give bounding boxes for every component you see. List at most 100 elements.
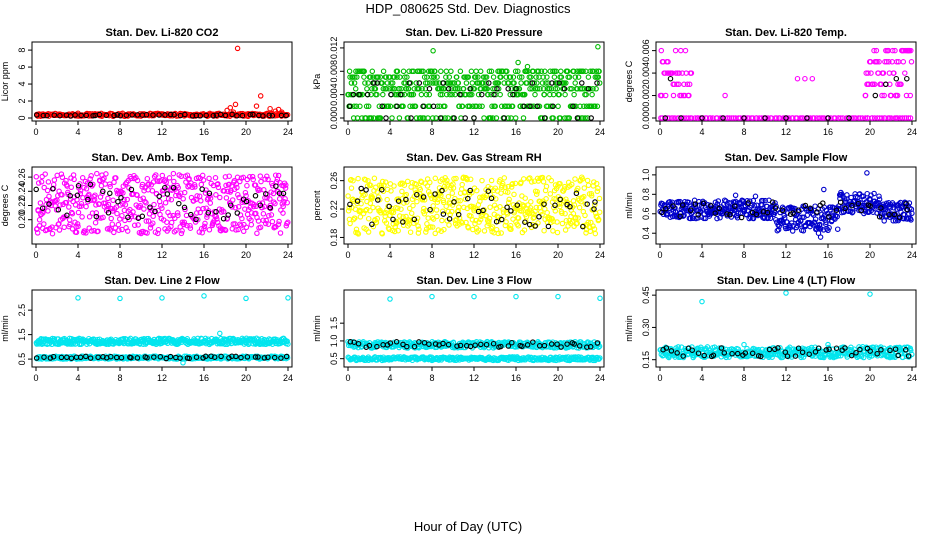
y-tick-label: 0	[17, 115, 27, 120]
points-layer	[345, 293, 603, 364]
points-layer	[657, 290, 915, 361]
data-point-bulk	[350, 115, 357, 121]
data-point-zero	[680, 115, 687, 121]
data-point-hourly	[227, 202, 234, 208]
data-point-bulk	[445, 115, 451, 121]
data-point-bulk	[675, 344, 681, 350]
data-point-hourly	[283, 112, 289, 119]
data-point-zero	[838, 115, 844, 121]
x-tick-label: 8	[429, 373, 434, 383]
data-point-outliers	[515, 59, 521, 66]
data-point-bulk	[217, 194, 223, 201]
data-point-bulk	[562, 210, 568, 217]
data-point-bulk	[498, 103, 505, 110]
data-point-bulk	[120, 190, 126, 196]
data-point-bulk	[760, 197, 766, 204]
data-point-bulk	[153, 172, 159, 178]
data-point-bulk	[386, 226, 392, 233]
data-point-bulk	[584, 115, 591, 121]
data-point-bulk	[199, 172, 206, 179]
data-point-hourly	[591, 206, 597, 212]
data-point-bulk	[432, 68, 438, 75]
data-point-bulk	[122, 202, 129, 208]
data-point-bulk	[166, 175, 173, 181]
data-point-bulk	[429, 224, 436, 230]
data-point-bulk	[101, 175, 107, 182]
data-point-bulk	[423, 91, 430, 98]
data-point-hourly	[585, 86, 592, 92]
x-tick-label: 16	[511, 127, 521, 137]
data-point-bulk	[596, 68, 602, 75]
data-point-bulk	[385, 103, 392, 110]
x-tick-label: 0	[657, 127, 662, 137]
data-point-bulk	[250, 176, 256, 183]
data-point-bulk	[93, 210, 100, 216]
data-point-bulk	[557, 203, 563, 210]
data-point-bulk	[139, 181, 146, 188]
data-point-bulk	[540, 179, 547, 185]
data-point-bulk	[368, 115, 375, 121]
data-point-hourly	[439, 187, 445, 194]
x-tick-label: 24	[595, 127, 605, 137]
data-point-bulk	[352, 74, 358, 80]
data-point-hourly	[837, 199, 844, 205]
data-point-bulk	[462, 196, 469, 202]
data-point-bulk	[88, 173, 94, 179]
data-point-hourly	[498, 343, 504, 350]
data-point-hourly	[445, 341, 452, 348]
data-point-hourly	[229, 111, 235, 118]
data-point-hourly	[150, 112, 156, 118]
x-tick-label: 16	[823, 373, 833, 383]
data-point-bulk	[44, 187, 51, 194]
data-point-hourly	[440, 80, 447, 86]
data-point-bulk	[401, 182, 408, 188]
data-point-bulk	[354, 74, 360, 80]
data-point-hourly	[162, 112, 168, 118]
data-point-hourly	[85, 196, 91, 203]
data-point-bulk	[207, 200, 214, 206]
data-point-bulk	[234, 184, 240, 191]
data-point-spikes	[429, 293, 435, 300]
data-point-bulk	[427, 80, 433, 86]
data-point-bulk	[554, 229, 561, 236]
data-point-bulk	[35, 208, 42, 214]
data-point-hourly	[462, 115, 468, 121]
data-point-bulk	[437, 91, 444, 98]
data-point-bulk	[518, 179, 524, 186]
data-point-bulk	[748, 203, 755, 209]
data-point-bulk	[390, 209, 397, 216]
x-tick-label: 4	[387, 373, 392, 383]
data-point-bulk	[429, 68, 435, 75]
data-point-bulk	[505, 199, 512, 206]
data-point-bulk	[66, 204, 72, 210]
data-point-hourly	[904, 75, 910, 82]
data-point-bulk	[587, 68, 594, 75]
data-point-bulk	[757, 208, 763, 215]
data-point-bulk	[63, 199, 70, 206]
data-point-bulk	[438, 192, 444, 199]
data-point-bulk	[346, 204, 352, 211]
data-point-hourly	[432, 191, 438, 197]
y-tick-label: 0.26	[329, 172, 339, 190]
data-point-bulk	[254, 230, 260, 237]
data-point-bulk	[75, 223, 81, 230]
data-point-hourly	[699, 115, 705, 121]
data-point-zero	[707, 115, 714, 121]
data-point-early	[670, 92, 677, 99]
data-point-bulk	[260, 211, 267, 217]
data-point-bulk	[205, 195, 211, 201]
data-point-hourly	[182, 111, 188, 118]
data-point-bulk	[447, 91, 453, 98]
data-point-bulk	[695, 215, 701, 221]
data-point-bulk	[215, 181, 221, 187]
data-point-bulk	[407, 229, 414, 235]
data-point-zero	[888, 115, 894, 121]
data-point-bulk	[515, 68, 521, 75]
data-point-bulk	[547, 91, 553, 98]
data-point-bulk	[165, 196, 172, 202]
data-point-hourly	[143, 112, 150, 118]
data-point-bulk	[90, 181, 96, 188]
data-point-bulk	[172, 215, 178, 222]
data-point-bulk	[367, 182, 374, 189]
data-point-hourly	[218, 353, 224, 360]
